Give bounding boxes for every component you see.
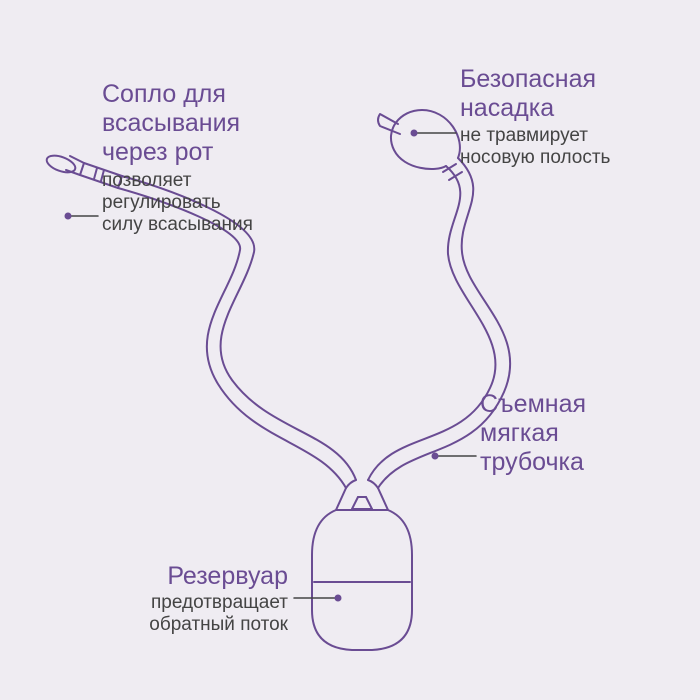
label-tube: Съемнаямягкаятрубочка: [480, 390, 586, 476]
label-mouthpiece: Сопло длявсасываниячерез рот позволяетре…: [102, 80, 253, 236]
label-tube-title: Съемнаямягкаятрубочка: [480, 390, 586, 476]
label-nozzle-title: Безопаснаянасадка: [460, 65, 610, 123]
label-nozzle: Безопаснаянасадка не травмируетносовую п…: [460, 65, 610, 169]
label-reservoir-title: Резервуар: [149, 562, 288, 591]
label-reservoir-desc: предотвращаетобратный поток: [149, 592, 288, 636]
label-reservoir: Резервуар предотвращаетобратный поток: [149, 562, 288, 636]
mouthpiece-leader-dot: [65, 213, 72, 220]
label-nozzle-desc: не травмируетносовую полость: [460, 125, 610, 169]
nozzle-leader-dot: [411, 130, 418, 137]
tube-leader-dot: [432, 453, 439, 460]
reservoir-leader-dot: [335, 595, 342, 602]
label-mouthpiece-title: Сопло длявсасываниячерез рот: [102, 80, 253, 166]
label-mouthpiece-desc: позволяетрегулироватьсилу всасывания: [102, 170, 253, 236]
infographic-canvas: Сопло длявсасываниячерез рот позволяетре…: [0, 0, 700, 700]
